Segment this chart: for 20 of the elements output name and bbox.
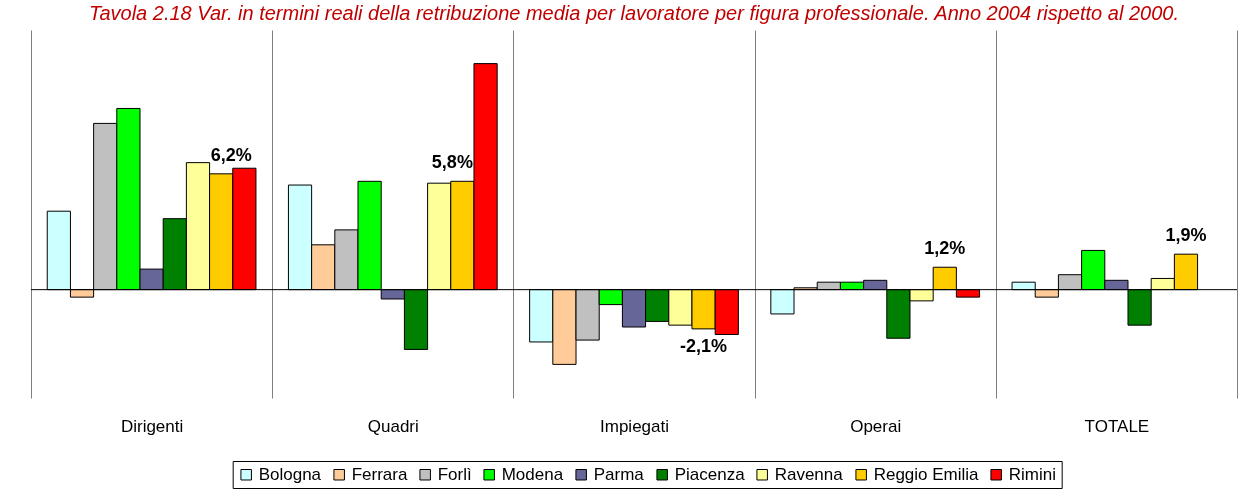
legend-label: Forlì: [437, 464, 472, 484]
legend-label: Piacenza: [674, 464, 746, 484]
legend-label: Ravenna: [774, 464, 844, 484]
x-tick-label: Quadri: [367, 416, 419, 436]
legend-label: Ferrara: [351, 464, 408, 484]
legend-label: Bologna: [258, 464, 322, 484]
chart-title: Tavola 2.18 Var. in termini reali della retribuzione media per lavoratore per figura professionale. Anno 2004 rispetto al 2000.: [89, 2, 1179, 24]
data-label: 1,9%: [1165, 225, 1207, 246]
data-label: 5,8%: [431, 152, 473, 173]
data-label: 6,2%: [210, 144, 252, 165]
data-label: 1,2%: [924, 238, 966, 259]
x-tick-label: Operai: [850, 416, 902, 436]
legend-label: Reggio Emilia: [873, 464, 980, 484]
x-tick-label: TOTALE: [1084, 416, 1150, 436]
legend-label: Rimini: [1008, 464, 1056, 484]
data-label: -2,1%: [680, 335, 728, 356]
legend-label: Modena: [501, 464, 564, 484]
x-tick-label: Dirigenti: [120, 416, 184, 436]
legend-label: Parma: [593, 464, 645, 484]
x-tick-label: Impiegati: [600, 416, 669, 436]
